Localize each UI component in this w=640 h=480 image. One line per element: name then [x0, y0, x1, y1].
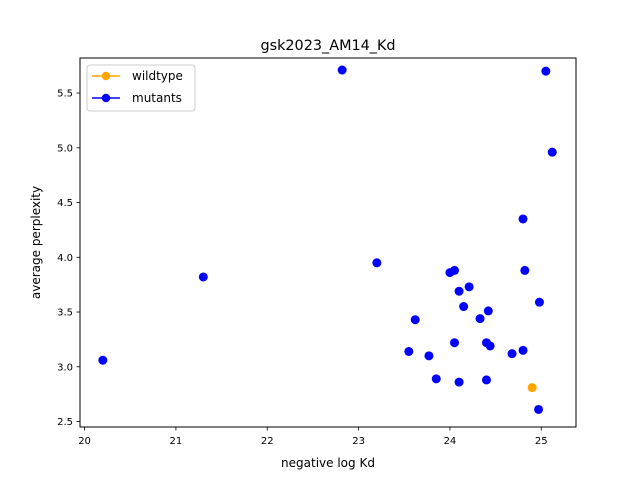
mutants-point [404, 346, 414, 356]
mutants-point [464, 282, 474, 292]
mutants-point [454, 286, 464, 296]
plot-frame [79, 57, 577, 428]
y-tick-label: 3.5 [57, 308, 73, 319]
mutants-point [431, 374, 441, 384]
ticks-layer: 20 21 22 23 24 25 2.5 3.0 3.5 4.0 4.5 5.0 5.5 [57, 89, 548, 447]
x-axis-label: negative log Kd [281, 456, 375, 470]
chart-title: gsk2023_AM14_Kd [260, 38, 395, 54]
legend-wildtype-label: wildtype [132, 69, 183, 83]
mutants-point [541, 66, 551, 76]
points-layer [98, 65, 557, 414]
legend-mutants-marker [101, 93, 111, 103]
mutants-point [534, 297, 544, 307]
mutants-point [518, 345, 528, 355]
x-tick-label: 23 [352, 436, 365, 447]
y-tick-label: 2.5 [57, 417, 73, 428]
mutants-point [410, 315, 420, 325]
mutants-point [372, 258, 382, 268]
y-tick-label: 5.5 [57, 89, 73, 100]
mutants-point [507, 349, 517, 359]
mutants-point [450, 338, 460, 348]
y-tick-label: 3.0 [57, 362, 73, 373]
y-tick-label: 4.5 [57, 198, 73, 209]
x-tick-label: 24 [444, 436, 457, 447]
legend-mutants-label: mutants [132, 91, 182, 105]
mutants-point [424, 351, 434, 361]
y-tick-label: 4.0 [57, 253, 73, 264]
x-tick-label: 20 [78, 436, 91, 447]
y-axis-label: average perplexity [29, 186, 43, 299]
mutants-point [485, 341, 495, 351]
mutants-point [518, 214, 528, 224]
mutants-point [534, 404, 544, 414]
y-tick-label: 5.0 [57, 143, 73, 154]
mutants-point [483, 306, 493, 316]
wildtype-point [527, 383, 537, 393]
mutants-point [520, 265, 530, 275]
legend: wildtype mutants [86, 64, 196, 112]
x-tick-label: 21 [170, 436, 183, 447]
x-tick-label: 22 [261, 436, 274, 447]
mutants-point [475, 314, 485, 324]
x-tick-label: 25 [535, 436, 548, 447]
mutants-point [198, 272, 208, 282]
mutants-point [481, 375, 491, 385]
mutants-point [450, 265, 460, 275]
mutants-point [454, 377, 464, 387]
mutants-point [459, 302, 469, 312]
mutants-point [98, 355, 108, 365]
mutants-point [547, 147, 557, 157]
mutants-point [337, 65, 347, 75]
legend-wildtype-marker [101, 71, 111, 81]
